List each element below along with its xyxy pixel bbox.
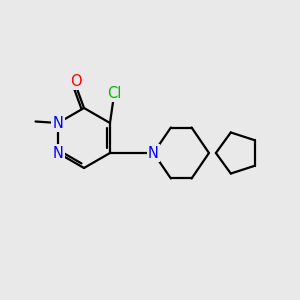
Text: Cl: Cl <box>107 85 122 100</box>
Text: N: N <box>148 146 159 160</box>
Text: O: O <box>70 74 82 89</box>
Text: O: O <box>70 74 82 89</box>
Text: N: N <box>52 116 64 130</box>
Text: N: N <box>52 146 64 160</box>
Text: Cl: Cl <box>107 85 122 100</box>
